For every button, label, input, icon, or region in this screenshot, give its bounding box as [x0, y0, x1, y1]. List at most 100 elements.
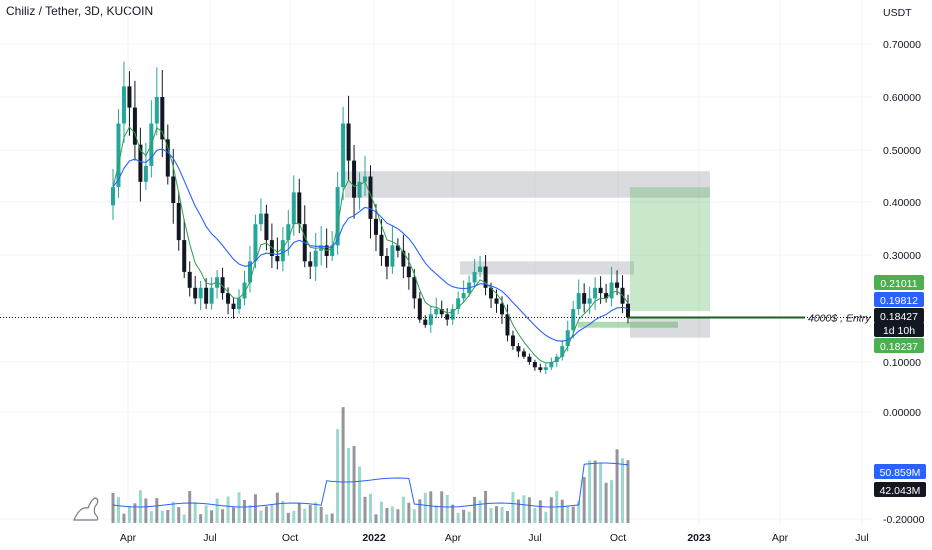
- candle-body: [165, 139, 170, 177]
- candle-body: [330, 245, 335, 256]
- volume-bar: [259, 510, 263, 523]
- price-tag-ema_slow: 0.19812: [874, 292, 924, 307]
- tag-bg: [874, 464, 926, 479]
- candle-body: [521, 351, 526, 357]
- candle-body: [532, 362, 537, 368]
- volume-bar: [588, 460, 592, 523]
- y-tick-label: -0.20000: [883, 514, 925, 526]
- candle-body: [434, 309, 439, 315]
- volume-tag-volume_ma: 50.859M: [874, 464, 926, 479]
- volume-bar: [582, 477, 586, 523]
- candle-body: [609, 282, 614, 299]
- volume-bar: [155, 498, 159, 523]
- candle-body: [275, 256, 280, 262]
- time-axis: Apr Jul Oct 2022 Apr Jul Oct 2023 Apr Jul: [73, 497, 869, 544]
- volume-bar: [456, 512, 460, 523]
- candle-body: [193, 287, 198, 299]
- candle-body: [258, 213, 263, 225]
- volume-bar: [374, 514, 378, 523]
- volume-bar: [390, 506, 394, 523]
- volume-bar: [204, 505, 208, 523]
- candle-body: [368, 176, 373, 219]
- y-tick-label: 0.10000: [883, 357, 921, 369]
- volume-bar: [253, 494, 257, 523]
- candle-body: [450, 309, 455, 320]
- volume-bar: [275, 492, 279, 523]
- volume-bar: [527, 497, 531, 523]
- zones-layer: [345, 171, 710, 338]
- tag-text: 0.19812: [880, 295, 918, 307]
- candle-body: [604, 293, 609, 299]
- volume-bar: [199, 514, 203, 523]
- interval-label: 3D: [84, 4, 100, 18]
- tag-text: 1d 10h: [883, 325, 915, 337]
- candle-body: [390, 245, 395, 267]
- price-tag-ema_fast: 0.21011: [874, 275, 924, 290]
- candle-body: [209, 287, 214, 304]
- volume-bar: [270, 504, 274, 523]
- candle-body: [483, 266, 488, 288]
- volume-bar: [193, 502, 197, 523]
- volume-bar: [237, 492, 241, 523]
- candle-body: [357, 181, 362, 198]
- volume-bar: [604, 482, 608, 523]
- chart-title[interactable]: Chiliz / Tether, 3D, KUCOIN: [6, 4, 154, 18]
- price-tag-last_price: 0.18427: [874, 308, 924, 323]
- currency-label: USDT: [883, 7, 912, 19]
- candle-body: [247, 261, 252, 283]
- volume-bar: [133, 503, 137, 523]
- tag-text: 42.043M: [880, 485, 921, 497]
- candle-body: [352, 160, 357, 198]
- candle-body: [510, 335, 515, 347]
- volume-bar: [423, 492, 427, 523]
- tag-bg: [874, 275, 924, 290]
- x-tick-label: Apr: [445, 532, 462, 544]
- candle-body: [445, 314, 450, 320]
- candle-body: [231, 303, 236, 309]
- candle-body: [626, 303, 630, 318]
- volume-bar: [314, 502, 318, 523]
- candle-body: [593, 287, 598, 299]
- volume-bar: [358, 466, 362, 523]
- x-tick-label: Jul: [203, 532, 216, 544]
- volume-bar: [473, 496, 477, 523]
- volume-bar: [489, 508, 493, 523]
- volume-bar: [264, 506, 268, 523]
- y-tick-label: 0.30000: [883, 250, 921, 262]
- candle-body: [297, 192, 302, 225]
- symbol-name: Chiliz / Tether: [6, 4, 78, 18]
- y-tick-label: 0.60000: [883, 92, 921, 104]
- price-tag-countdown: 1d 10h: [874, 322, 924, 337]
- candle-body: [121, 86, 126, 124]
- y-tick-label: 0.40000: [883, 197, 921, 209]
- volume-bar: [232, 507, 236, 523]
- tradingview-logo-icon: [73, 497, 99, 521]
- candle-body: [456, 298, 461, 309]
- candle-body: [111, 187, 115, 206]
- volume-bar: [160, 510, 164, 523]
- volume-bar: [149, 511, 153, 523]
- volume-bar: [538, 500, 542, 523]
- x-tick-label: Oct: [610, 532, 626, 544]
- volume-bar: [429, 491, 433, 523]
- tag-bg: [874, 322, 924, 337]
- volume-bar: [533, 508, 537, 523]
- price-tags: 0.21011 0.19812 0.18427 1d 10h 0.18237 50.859…: [874, 275, 926, 497]
- candle-body: [291, 192, 296, 225]
- candle-body: [461, 293, 466, 299]
- candle-body: [549, 362, 554, 368]
- candle-body: [428, 314, 433, 325]
- candle-body: [363, 176, 368, 182]
- candle-body: [280, 240, 285, 262]
- volume-bar: [566, 506, 570, 523]
- volume-bar: [182, 514, 186, 523]
- candle-body: [373, 218, 378, 235]
- volume-bar: [615, 449, 619, 523]
- volume-bar: [347, 448, 351, 523]
- volume-bar: [111, 492, 115, 523]
- tag-text: 0.18237: [880, 341, 918, 353]
- candle-body: [379, 234, 384, 256]
- tag-text: 0.18427: [880, 311, 918, 323]
